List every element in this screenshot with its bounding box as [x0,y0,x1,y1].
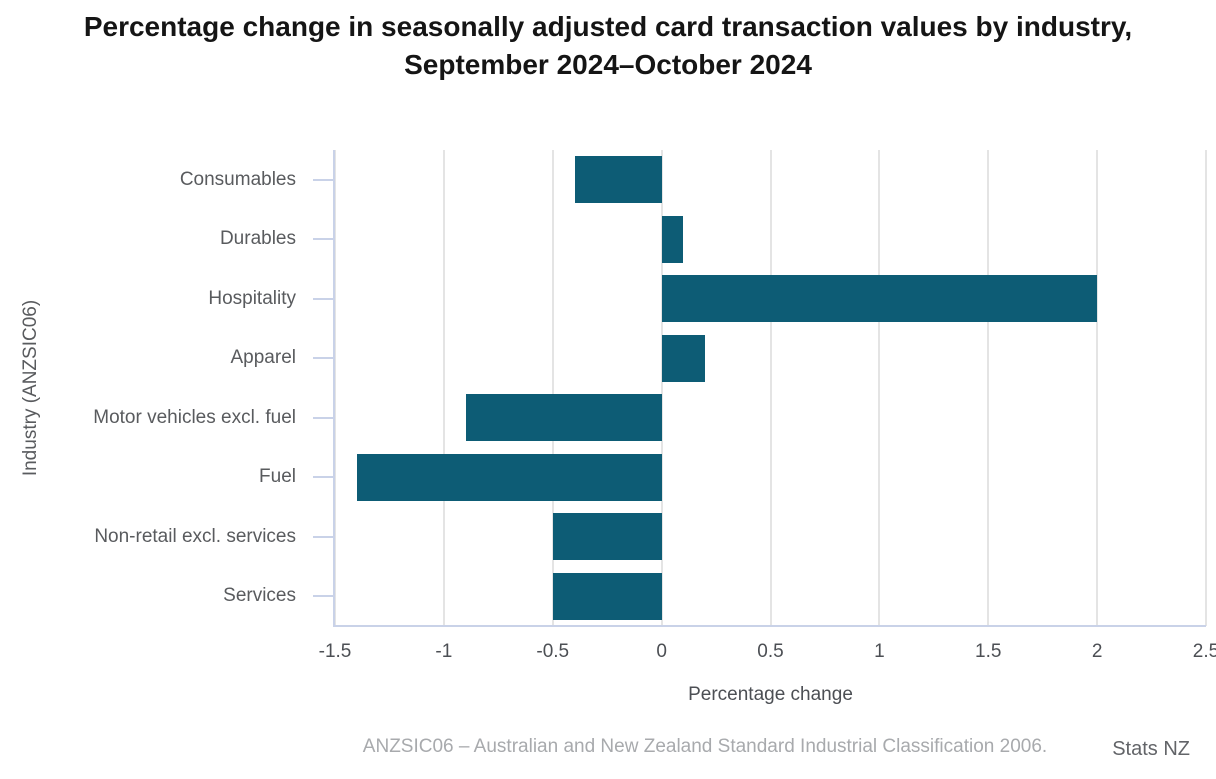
bar-motor-vehicles-excl-fuel [465,394,662,442]
category-label: Durables [219,228,296,250]
bar-non-retail-excl-services [552,513,662,561]
category-label: Non-retail excl. services [94,525,296,547]
gridline-x-1.5 [987,150,990,626]
gridline-x--1 [442,150,445,626]
bar-fuel [356,453,662,501]
x-axis-line [333,625,1206,627]
x-tick-label: 2.5 [1192,641,1216,662]
gridline-x-2 [1096,150,1099,626]
bar-hospitality [661,275,1098,323]
y-axis-tick [313,535,334,538]
y-axis-tick [313,297,334,300]
bar-services [552,572,662,620]
x-axis-title: Percentage change [688,684,853,705]
y-axis-tick [313,416,334,419]
gridline-x-0 [660,150,663,626]
gridline-x-0.5 [769,150,772,626]
gridline-x-1 [878,150,881,626]
category-label: Motor vehicles excl. fuel [93,406,296,428]
y-axis-tick [313,357,334,360]
x-tick-label: -1.5 [318,641,352,662]
gridline-x--1.5 [334,150,336,626]
category-label: Consumables [179,168,296,190]
x-tick-label: 0 [656,641,667,662]
x-tick-label: -0.5 [536,641,570,662]
bar-apparel [661,334,706,382]
plot-area [334,150,1207,626]
stats-nz-logo: Stats NZ [1112,738,1190,760]
y-axis-tick [313,476,334,479]
category-label: Apparel [230,347,297,369]
x-tick-label: 0.5 [757,641,784,662]
category-label: Hospitality [208,287,296,309]
gridline-x--0.5 [551,150,554,626]
x-tick-label: -1 [435,641,453,662]
footnote: ANZSIC06 – Australian and New Zealand St… [362,736,1048,757]
x-tick-label: 1.5 [975,641,1002,662]
y-axis-tick [313,595,334,598]
y-axis-title: Industry (ANZSIC06) [20,299,41,477]
category-label: Services [223,585,296,607]
gridline-x-2.5 [1205,150,1207,626]
bar-consumables [574,156,662,204]
x-tick-label: 2 [1091,641,1103,662]
y-axis-tick [313,178,334,181]
bar-durables [661,215,684,263]
y-axis-tick [313,238,334,241]
y-axis-line [333,150,335,627]
chart-title: Percentage change in seasonally adjusted… [83,11,1133,80]
x-tick-label: 1 [874,641,885,662]
category-label: Fuel [259,466,296,488]
